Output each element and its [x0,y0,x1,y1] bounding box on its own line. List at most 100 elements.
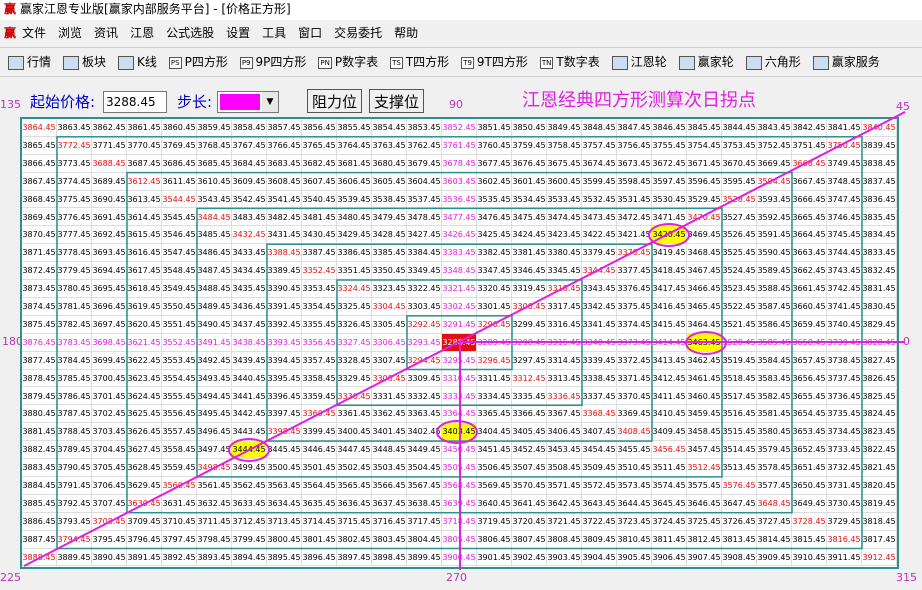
grid-cell: 3689.45 [92,172,127,191]
grid-cell: 3445.45 [267,441,302,460]
grid-cell: 3330.45 [337,387,372,406]
toolbar-button[interactable]: 赢家服务 [812,48,880,76]
toolbar-button[interactable]: PN P数字表 [318,48,378,76]
step-select[interactable]: ▼ [217,91,279,113]
grid-cell: 3485.45 [197,226,232,245]
grid-cell: 3341.45 [582,315,617,334]
menu-item[interactable]: 资讯 [94,26,119,40]
grid-cell: 3385.45 [372,244,407,263]
menu-item[interactable]: 设置 [226,26,251,40]
toolbar-button[interactable]: TS T四方形 [390,48,449,76]
grid-cell: 3289.45 [477,333,512,352]
start-input[interactable]: 3288.45 [103,91,167,113]
toolbar-button[interactable]: K线 [118,48,157,76]
toolbar-button[interactable]: 板块 [63,48,106,76]
grid-cell: 3690.45 [92,190,127,209]
menu-item[interactable]: 公式选股 [166,26,215,40]
grid-cell: 3419.45 [652,244,687,263]
grid-cell: 3717.45 [407,512,442,531]
menu-item[interactable]: 江恩 [130,26,155,40]
grid-cell: 3431.45 [267,226,302,245]
grid-cell: 3587.45 [757,298,792,316]
grid-cell: 3306.45 [372,333,407,352]
toolbar-button[interactable]: 赢家轮 [678,48,734,76]
annotation: 江恩经典四方形测算次日拐点 [522,90,756,111]
menu-item[interactable]: 浏览 [58,26,83,40]
grid-cell: 3617.45 [127,262,162,281]
grid-cell: 3826.45 [862,369,897,388]
grid-cell: 3585.45 [757,333,792,352]
grid-cell: 3300.45 [512,298,547,316]
toolbar-button[interactable]: T9 9T四方形 [461,48,528,76]
grid-cell: 3547.45 [162,244,197,263]
grid-cell: 3754.45 [687,136,722,155]
toolbar-button[interactable]: 江恩轮 [611,48,667,76]
grid-cell: 3509.45 [582,459,617,477]
grid-cell: 3794.45 [57,530,92,549]
menu-item[interactable]: 文件 [22,26,47,40]
grid-cell: 3831.45 [862,280,897,298]
grid-cell: 3437.45 [232,315,267,334]
grid-cell: 3671.45 [687,154,722,173]
menu-item[interactable]: 窗口 [298,26,323,40]
grid-cell: 3703.45 [92,423,127,442]
grid-cell: 3373.45 [617,333,652,352]
grid-cell: 3666.45 [792,190,827,209]
grid-cell: 3480.45 [337,208,372,227]
grid-cell: 3382.45 [477,244,512,263]
grid-cell: 3358.45 [302,369,337,388]
grid-cell: 3878.45 [22,369,57,388]
toolbar-button[interactable]: 六角形 [745,48,801,76]
grid-cell: 3322.45 [407,280,442,298]
grid-cell: 3484.45 [197,208,232,227]
grid-cell: 3291.45 [442,315,477,334]
grid-cell: 3552.45 [162,333,197,352]
start-label: 起始价格: [30,93,96,111]
grid-cell: 3386.45 [337,244,372,263]
grid-cell: 3333.45 [442,387,477,406]
grid-cell: 3553.45 [162,351,197,370]
menu-item[interactable]: 交易委托 [334,26,383,40]
grid-cell: 3543.45 [197,190,232,209]
grid-cell: 3406.45 [547,423,582,442]
grid-cell: 3735.45 [827,405,862,424]
grid-cell: 3461.45 [687,369,722,388]
grid-cell: 3912.45 [862,548,897,567]
grid-cell: 3779.45 [57,262,92,281]
grid-cell: 3665.45 [792,208,827,227]
grid-cell: 3450.45 [442,441,477,460]
resistance-button[interactable]: 阻力位 [307,89,363,113]
menu-item[interactable]: 工具 [262,26,287,40]
grid-cell: 3335.45 [512,387,547,406]
grid-cell: 3813.45 [722,530,757,549]
grid-cell: 3814.45 [757,530,792,549]
toolbar-button[interactable]: P9 9P四方形 [239,48,306,76]
grid-cell: 3492.45 [197,351,232,370]
grid-cell: 3705.45 [92,459,127,477]
toolbar-label: 赢家轮 [697,55,734,69]
grid-cell: 3741.45 [827,298,862,316]
grid-cell: 3493.45 [197,369,232,388]
grid-cell: 3314.45 [547,351,582,370]
grid-cell: 3891.45 [127,548,162,567]
grid-cell: 3653.45 [792,423,827,442]
toolbar-label: T数字表 [556,55,600,69]
grid-cell: 3726.45 [722,512,757,531]
menu-item[interactable]: 帮助 [394,26,419,40]
grid-cell: 3435.45 [232,280,267,298]
grid-cell: 3774.45 [57,172,92,191]
grid-cell: 3599.45 [582,172,617,191]
grid-cell: 3476.45 [477,208,512,227]
grid-cell: 3760.45 [477,136,512,155]
grid-cell: 3838.45 [862,154,897,173]
toolbar-button[interactable]: 行情 [8,48,51,76]
toolbar-button[interactable]: PS P四方形 [168,48,228,76]
grid-cell: 3881.45 [22,423,57,442]
support-button[interactable]: 支撑位 [369,89,425,113]
grid-cell: 3640.45 [477,494,512,513]
grid-cell: 3833.45 [862,244,897,263]
grid-cell: 3605.45 [372,172,407,191]
toolbar-button[interactable]: TN T数字表 [539,48,600,76]
grid-cell: 3823.45 [862,423,897,442]
grid-cell: 3511.45 [652,459,687,477]
